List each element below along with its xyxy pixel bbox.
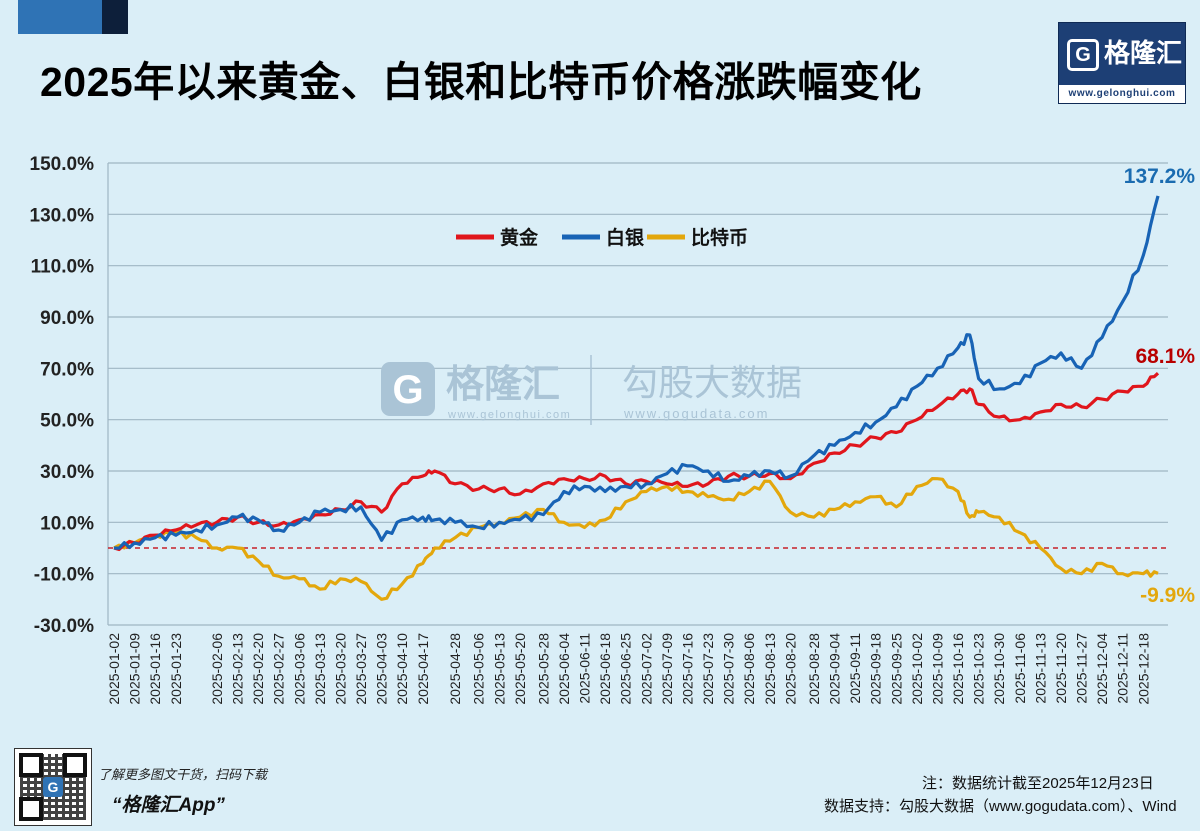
promo-text: 了解更多图文干货，扫码下载: [98, 767, 268, 782]
y-tick-label: 70.0%: [40, 359, 94, 380]
x-tick-label: 2025-05-06: [471, 633, 487, 705]
x-tick-label: 2025-04-10: [394, 633, 410, 705]
x-tick-label: 2025-01-02: [106, 633, 122, 705]
top-accent-bar-dark: [102, 0, 128, 34]
x-tick-label: 2025-12-04: [1094, 633, 1110, 705]
x-tick-label: 2025-10-23: [971, 633, 987, 705]
x-tick-label: 2025-09-04: [827, 633, 843, 705]
x-tick-label: 2025-07-09: [659, 633, 675, 705]
qr-code[interactable]: G: [14, 748, 92, 826]
x-tick-label: 2025-02-20: [250, 633, 266, 705]
x-tick-label: 2025-09-18: [868, 633, 884, 705]
x-tick-label: 2025-11-13: [1032, 633, 1048, 704]
data-note: 注：数据统计截至2025年12月23日: [922, 775, 1154, 792]
x-tick-label: 2025-04-03: [374, 633, 390, 705]
end-label: 68.1%: [1135, 345, 1195, 368]
y-tick-label: 30.0%: [40, 462, 94, 483]
legend-label: 黄金: [500, 226, 539, 249]
y-tick-label: -10.0%: [34, 565, 94, 586]
x-tick-label: 2025-04-17: [415, 633, 431, 705]
x-tick-label: 2025-12-18: [1135, 633, 1151, 705]
x-tick-label: 2025-08-13: [762, 633, 778, 705]
x-tick-label: 2025-05-28: [535, 633, 551, 705]
end-labels: 137.2% 68.1% -9.9%: [1124, 165, 1196, 607]
gold-line: [113, 372, 1160, 552]
x-tick-label: 2025-08-20: [782, 633, 798, 705]
x-tick-label: 2025-11-06: [1012, 633, 1028, 704]
x-tick-label: 2025-06-04: [556, 633, 572, 705]
bitcoin-line: [113, 477, 1159, 601]
x-tick-label: 2025-06-18: [597, 633, 613, 705]
watermark-g-glyph: G: [392, 368, 423, 412]
x-tick-label: 2025-11-27: [1074, 633, 1090, 704]
series-lines: [113, 195, 1160, 601]
x-axis: 2025-01-02 2025-01-09 2025-01-16 2025-01-23…: [106, 633, 1151, 705]
watermark-gogudata-url: www.gogudata.com: [623, 406, 769, 421]
legend-label: 比特币: [691, 227, 748, 249]
watermark-g-icon: [381, 362, 435, 416]
x-tick-label: 2025-10-16: [950, 633, 966, 705]
x-tick-label: 2025-02-27: [271, 633, 287, 705]
line-chart: 150.0% 130.0% 110.0% 90.0% 70.0% 50.0% 30.0% 10…: [30, 154, 1196, 705]
x-tick-label: 2025-04-28: [447, 633, 463, 705]
x-tick-label: 2025-01-23: [168, 633, 184, 705]
x-tick-label: 2025-10-02: [909, 633, 925, 705]
silver-line: [113, 195, 1160, 550]
y-tick-label: 110.0%: [31, 257, 94, 278]
x-tick-label: 2025-10-09: [929, 633, 945, 705]
logo-url: www.gelonghui.com: [1059, 85, 1185, 103]
x-tick-label: 2025-07-16: [679, 633, 695, 705]
end-label: -9.9%: [1140, 584, 1195, 607]
watermark-gelonghui-url: www.gelonghui.com: [447, 409, 571, 421]
x-tick-label: 2025-01-09: [127, 633, 143, 705]
chart-grid: [107, 162, 1168, 626]
qr-logo-icon: G: [43, 777, 63, 797]
end-label: 137.2%: [1124, 165, 1196, 188]
app-name: “格隆汇App”: [112, 795, 225, 816]
y-tick-label: -30.0%: [34, 616, 94, 637]
watermark-gogudata: 勾股大数据: [622, 363, 802, 404]
x-tick-label: 2025-03-20: [332, 633, 348, 705]
g-logo-icon: G: [1067, 39, 1099, 72]
gelonghui-logo: G 格隆汇 www.gelonghui.com: [1058, 22, 1186, 104]
x-tick-label: 2025-08-28: [806, 633, 822, 705]
y-tick-label: 130.0%: [30, 205, 95, 226]
data-source: 数据支持：勾股大数据（www.gogudata.com）、Wind: [824, 798, 1177, 815]
y-axis: 150.0% 130.0% 110.0% 90.0% 70.0% 50.0% 30.0% 10…: [30, 154, 95, 637]
x-tick-label: 2025-06-25: [618, 633, 634, 705]
chart-title: 2025年以来黄金、白银和比特币价格涨跌幅变化: [40, 59, 922, 105]
x-tick-label: 2025-03-27: [353, 633, 369, 705]
x-tick-label: 2025-05-20: [512, 633, 528, 705]
x-tick-label: 2025-12-11: [1115, 633, 1131, 704]
x-tick-label: 2025-03-13: [312, 633, 328, 705]
x-tick-label: 2025-05-13: [491, 633, 507, 705]
logo-text: 格隆汇: [1104, 38, 1183, 68]
y-tick-label: 10.0%: [40, 513, 94, 534]
x-tick-label: 2025-11-20: [1053, 633, 1069, 704]
x-tick-label: 2025-10-30: [991, 633, 1007, 705]
x-tick-label: 2025-02-13: [230, 633, 246, 705]
legend: 黄金 白银 比特币: [456, 226, 748, 249]
x-tick-label: 2025-07-23: [700, 633, 716, 705]
x-tick-label: 2025-09-11: [847, 633, 863, 704]
top-accent-bar: [18, 0, 102, 34]
x-tick-label: 2025-02-06: [209, 633, 225, 705]
watermark: G 格隆汇 www.gelonghui.com 勾股大数据 www.goguda…: [381, 355, 802, 425]
y-tick-label: 90.0%: [40, 308, 94, 329]
legend-label: 白银: [606, 226, 645, 249]
y-tick-label: 50.0%: [40, 411, 94, 432]
x-tick-label: 2025-07-30: [721, 633, 737, 705]
watermark-gelonghui: 格隆汇: [446, 362, 560, 406]
x-tick-label: 2025-08-06: [741, 633, 757, 705]
x-tick-label: 2025-07-02: [638, 633, 654, 705]
x-tick-label: 2025-06-11: [577, 633, 593, 704]
y-tick-label: 150.0%: [30, 154, 95, 175]
x-tick-label: 2025-09-25: [888, 633, 904, 705]
x-tick-label: 2025-01-16: [147, 633, 163, 705]
x-tick-label: 2025-03-06: [291, 633, 307, 705]
